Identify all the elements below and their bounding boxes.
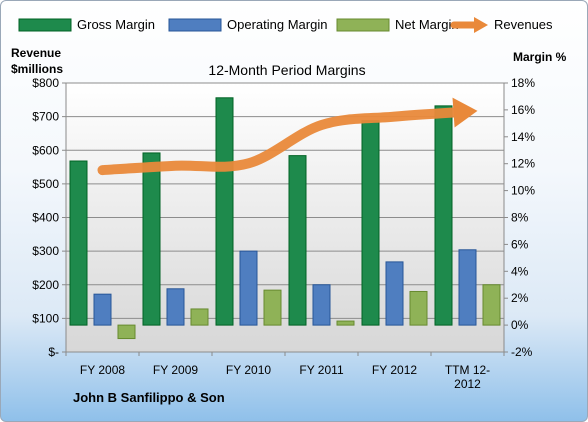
revenue-arrowhead — [452, 97, 478, 128]
right-tick-label: 16% — [511, 103, 535, 117]
bar-gross-margin — [142, 152, 161, 326]
bar-gross-margin — [288, 155, 307, 326]
legend-swatch — [18, 18, 72, 32]
right-tick-label: 12% — [511, 157, 535, 171]
bar-gross-margin — [434, 105, 453, 326]
bar-gross-margin — [215, 97, 234, 326]
bar-operating-margin — [385, 261, 404, 326]
left-tick-label: $100 — [32, 311, 59, 325]
left-tick-label: $- — [48, 345, 59, 359]
bar-operating-margin — [239, 250, 258, 326]
bars — [69, 97, 501, 340]
left-tick-label: $700 — [32, 110, 59, 124]
left-axis-label: $millions — [11, 62, 63, 76]
left-tick-label: $200 — [32, 278, 59, 292]
x-tick-label: FY 2008 — [80, 363, 125, 377]
x-tick-label: TTM 12- — [445, 363, 490, 377]
legend-swatch — [168, 18, 222, 32]
revenue-series-line — [97, 106, 473, 176]
bar-net-margin — [117, 324, 136, 340]
legend-label: Net Margin — [395, 17, 459, 32]
right-tick-label: 10% — [511, 184, 535, 198]
x-tick-label: FY 2011 — [299, 363, 344, 377]
bar-net-margin — [263, 289, 282, 326]
left-axis-label: Revenue — [11, 46, 61, 60]
legend-arrow — [474, 17, 488, 33]
right-tick-label: 6% — [511, 237, 529, 251]
axes: $- $100 $200 $300 $400 $500 $600 $700 $800 -2% 0% 2… — [32, 76, 535, 391]
bar-net-margin — [336, 320, 355, 326]
legend-label: Revenues — [494, 17, 553, 32]
bar-net-margin — [190, 308, 209, 326]
footer-company: John B Sanfilippo & Son — [73, 390, 225, 405]
right-tick-label: 18% — [511, 76, 535, 90]
x-tick-label: FY 2009 — [153, 363, 198, 377]
left-tick-label: $500 — [32, 177, 59, 191]
legend: Gross Margin Operating Margin Net Margin Re… — [18, 17, 553, 33]
bar-operating-margin — [93, 293, 112, 326]
revenue-line — [97, 97, 478, 176]
left-tick-label: $300 — [32, 244, 59, 258]
bar-net-margin — [482, 284, 501, 326]
right-tick-label: 4% — [511, 264, 529, 278]
bar-gross-margin — [69, 160, 88, 326]
right-tick-label: 2% — [511, 291, 529, 305]
chart-labels: 12-Month Period Margins Revenue $millions M… — [11, 46, 567, 405]
bar-operating-margin — [312, 284, 331, 326]
left-tick-label: $400 — [32, 211, 59, 225]
bar-operating-margin — [458, 249, 477, 326]
legend-swatch — [336, 18, 390, 32]
x-tick-label: FY 2012 — [372, 363, 417, 377]
chart-title: 12-Month Period Margins — [208, 62, 365, 78]
x-tick-label: FY 2010 — [226, 363, 271, 377]
right-tick-label: 14% — [511, 130, 535, 144]
legend-label: Gross Margin — [77, 17, 155, 32]
left-tick-label: $800 — [32, 76, 59, 90]
bar-gross-margin — [361, 120, 380, 326]
bar-net-margin — [409, 290, 428, 326]
right-axis-label: Margin % — [513, 50, 567, 64]
x-tick-label: 2012 — [454, 377, 481, 391]
left-tick-label: $600 — [32, 143, 59, 157]
legend-label: Operating Margin — [227, 17, 327, 32]
right-tick-label: 0% — [511, 318, 529, 332]
bar-operating-margin — [166, 288, 185, 326]
right-tick-label: -2% — [511, 345, 533, 359]
right-tick-label: 8% — [511, 211, 529, 225]
